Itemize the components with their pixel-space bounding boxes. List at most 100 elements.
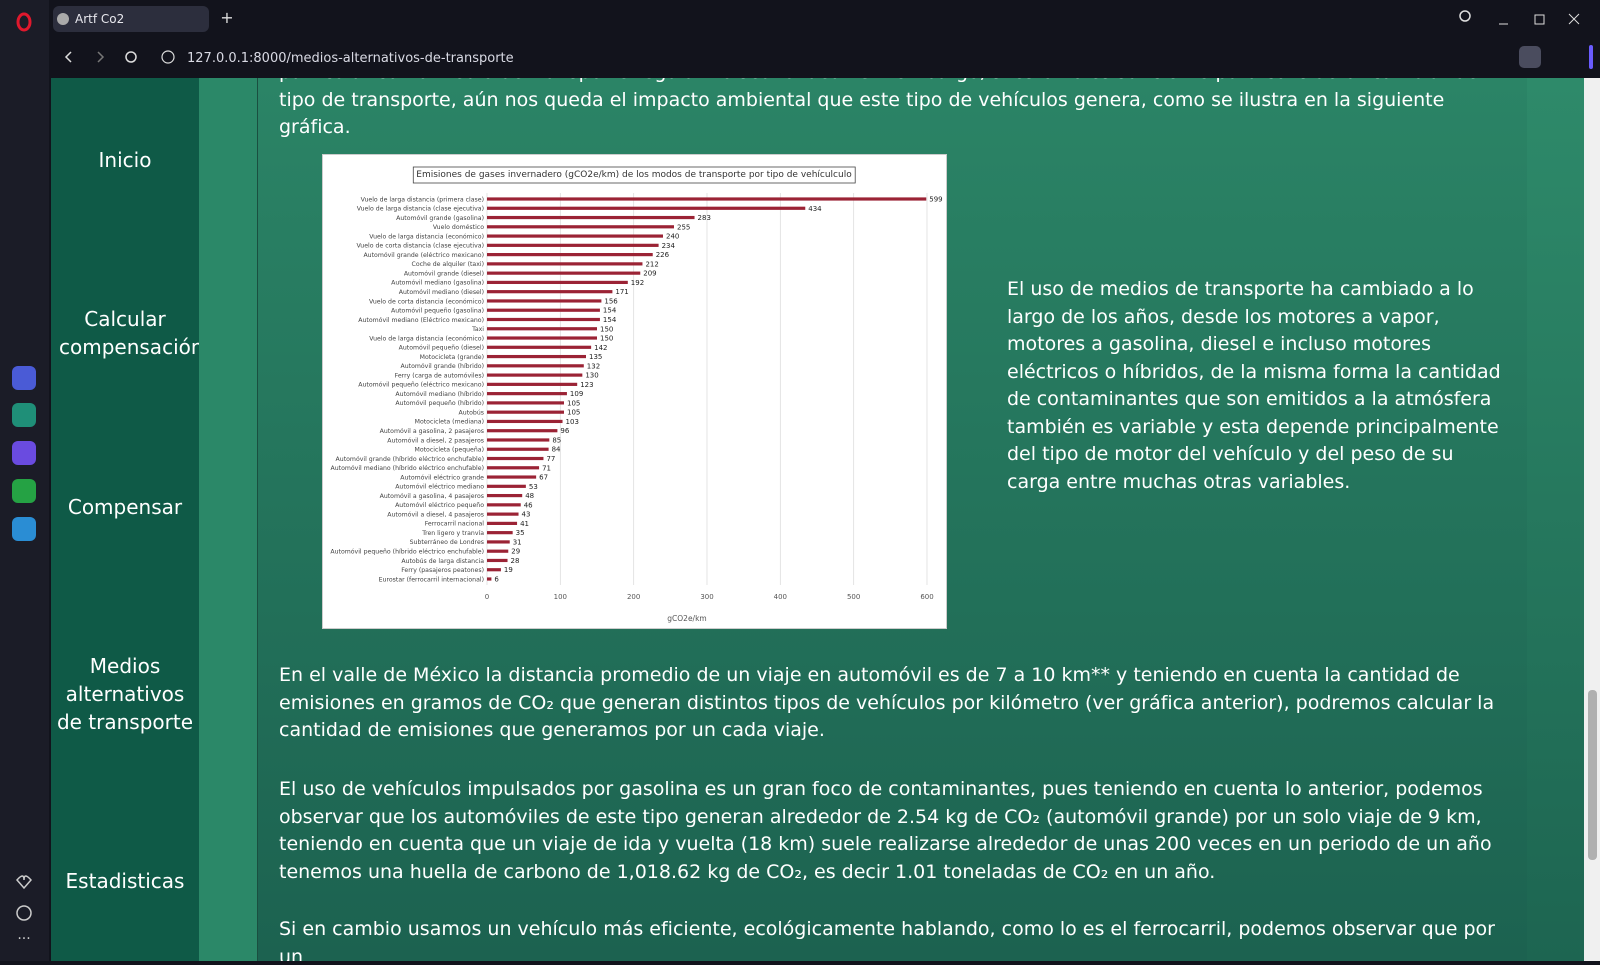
new-tab-button[interactable]: + xyxy=(220,8,233,27)
y-tick-label: Coche de alquiler (taxi) xyxy=(412,261,484,268)
bar xyxy=(487,262,643,266)
favorites-icon[interactable] xyxy=(16,875,32,890)
chart-image: Emisiones de gases invernadero (gCO2e/km… xyxy=(322,154,947,629)
bar xyxy=(487,299,602,303)
bar xyxy=(487,531,513,535)
bar xyxy=(487,225,674,229)
data-label: 35 xyxy=(516,529,525,537)
data-label: 150 xyxy=(600,325,613,333)
close[interactable] xyxy=(1568,13,1580,25)
data-label: 19 xyxy=(504,566,513,574)
data-label: 6 xyxy=(494,576,499,584)
browser-controls: + xyxy=(57,8,1593,69)
bar xyxy=(487,215,695,220)
y-tick-label: Vuelo de corta distancia (económico) xyxy=(369,297,484,305)
bar xyxy=(487,345,592,349)
reload[interactable] xyxy=(125,51,137,63)
whatsapp-icon[interactable] xyxy=(12,479,36,503)
bar xyxy=(487,336,597,340)
data-label: 599 xyxy=(929,196,942,204)
data-label: 154 xyxy=(603,307,617,315)
y-tick-label: Automóvil a gasolina, 4 pasajeros xyxy=(380,492,484,500)
y-tick-label: Automóvil grande (eléctrico mexicano) xyxy=(363,251,484,259)
data-label: 226 xyxy=(656,251,670,259)
y-tick-label: Automóvil mediano (híbrido eléctrico enc… xyxy=(330,464,484,472)
data-label: 77 xyxy=(546,455,555,463)
restore[interactable] xyxy=(1534,14,1545,25)
y-tick-label: Automóvil grande (diesel) xyxy=(404,269,484,277)
y-tick-label: Taxi xyxy=(471,326,484,333)
y-tick-label: Motocicleta (grande) xyxy=(420,354,484,361)
bar xyxy=(487,475,537,479)
site-info[interactable] xyxy=(161,50,175,64)
bar xyxy=(487,429,558,433)
data-label: 156 xyxy=(604,297,618,305)
bar xyxy=(487,577,492,581)
aria-icon[interactable] xyxy=(12,366,36,390)
bar xyxy=(487,373,583,377)
bar xyxy=(487,253,653,257)
search-tabs[interactable] xyxy=(1459,10,1471,22)
tab[interactable]: Artf Co2 xyxy=(53,6,209,32)
bar xyxy=(487,419,563,424)
bar xyxy=(487,290,613,294)
nav-link[interactable]: Compensar xyxy=(67,495,183,519)
history-icon[interactable] xyxy=(16,905,32,921)
data-label: 283 xyxy=(698,214,711,222)
data-label: 212 xyxy=(645,260,658,268)
y-tick-label: Vuelo de larga distancia (económico) xyxy=(369,232,484,240)
data-label: 53 xyxy=(529,483,538,491)
data-label: 142 xyxy=(594,344,607,352)
data-label: 31 xyxy=(513,538,522,546)
bar xyxy=(487,271,641,275)
data-label: 130 xyxy=(585,372,598,380)
nav-link[interactable]: Medios alternativos de transporte xyxy=(56,654,194,734)
y-tick-label: Motocicleta (mediana) xyxy=(415,419,484,426)
data-label: 43 xyxy=(522,511,531,519)
telegram-icon[interactable] xyxy=(12,517,36,541)
bar xyxy=(487,521,518,525)
messenger-icon[interactable] xyxy=(12,441,36,465)
bar xyxy=(487,549,509,553)
data-label: 85 xyxy=(552,436,561,444)
bar xyxy=(487,410,564,414)
y-tick-label: Automóvil eléctrico pequeño xyxy=(395,501,484,509)
y-tick-label: Ferry (pasajeros peatones) xyxy=(401,567,484,574)
x-tick-label: 0 xyxy=(485,593,489,601)
y-tick-label: Automóvil eléctrico grande xyxy=(400,473,484,481)
main-content: particular como medio de transporte regu… xyxy=(257,78,1529,961)
y-tick-label: Automóvil mediano (Eléctrico mexicano) xyxy=(358,316,484,324)
nav-link[interactable]: Inicio xyxy=(98,148,152,172)
data-label: 240 xyxy=(666,233,679,241)
more-icon[interactable]: ··· xyxy=(17,931,30,947)
y-tick-label: Automóvil pequeño (híbrido eléctrico enc… xyxy=(330,547,484,555)
nav-link[interactable]: Calcular compensación xyxy=(59,307,204,359)
bar xyxy=(487,317,600,322)
y-tick-label: Vuelo de larga distancia (primera clase) xyxy=(361,196,484,203)
forward[interactable] xyxy=(97,51,105,63)
x-axis-label: gCO2e/km xyxy=(667,614,706,623)
scrollbar-thumb[interactable] xyxy=(1588,690,1597,860)
nav-link[interactable]: Estadisticas xyxy=(65,869,185,893)
tab-favicon xyxy=(57,13,69,25)
bar xyxy=(487,512,519,516)
y-tick-label: Automóvil pequeño (híbrido) xyxy=(395,399,484,407)
data-label: 192 xyxy=(631,279,644,287)
opera-logo[interactable] xyxy=(16,12,32,32)
sidebar-icons: ··· xyxy=(12,12,36,947)
paragraph: El uso de medios de transporte ha cambia… xyxy=(1007,278,1501,493)
data-label: 67 xyxy=(539,474,548,482)
url[interactable]: 127.0.0.1:8000/medios-alternativos-de-tr… xyxy=(187,51,514,66)
back[interactable] xyxy=(64,51,72,63)
bar xyxy=(487,438,550,442)
bar xyxy=(487,447,549,451)
chatgpt-icon[interactable] xyxy=(12,403,36,427)
chart-title: Emisiones de gases invernadero (gCO2e/km… xyxy=(416,170,852,180)
bar xyxy=(487,540,510,544)
bar xyxy=(487,392,567,396)
bar xyxy=(487,354,586,359)
data-label: 105 xyxy=(567,399,580,407)
profile[interactable] xyxy=(1519,46,1541,68)
